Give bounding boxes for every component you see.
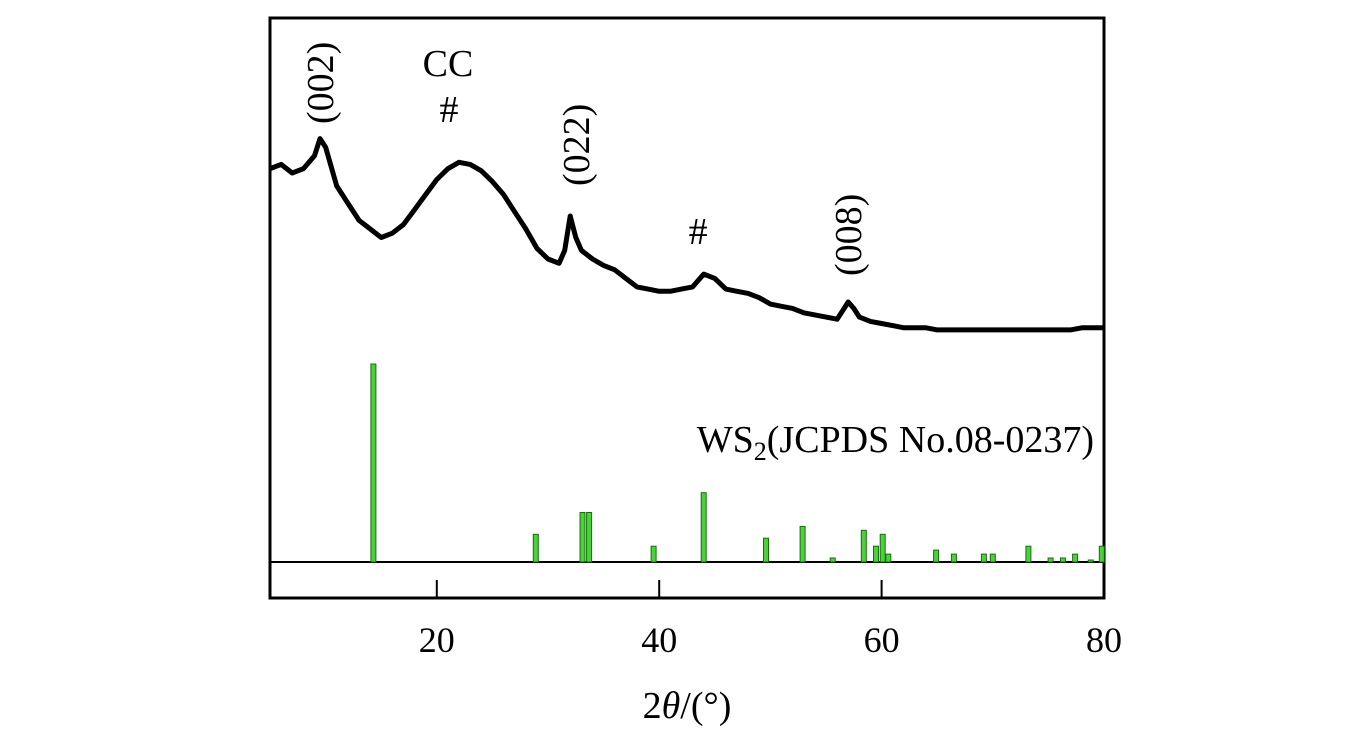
reference-bar: [860, 529, 867, 563]
reference-bar: [873, 545, 879, 563]
reference-label-name: WS: [697, 419, 754, 461]
x-tick-label-60: 60: [864, 620, 900, 660]
x-axis-label: 2θ/(°): [643, 685, 732, 727]
reference-bar: [950, 553, 957, 563]
reference-label: WS2(JCPDS No.08-0237): [697, 419, 1094, 466]
reference-bar: [763, 537, 769, 563]
reference-label-rest: (JCPDS No.08-0237): [767, 419, 1094, 461]
reference-bar: [879, 533, 886, 563]
reference-bar: [1072, 553, 1079, 563]
plot-frame: [268, 16, 1106, 600]
reference-bar: [980, 553, 987, 563]
annotation-3: (022): [556, 104, 598, 186]
reference-bar: [532, 533, 539, 563]
x-tick-label-80: 80: [1086, 620, 1122, 660]
reference-label-subscript: 2: [754, 437, 767, 466]
reference-bar: [829, 557, 836, 563]
annotation-5: (008): [828, 194, 870, 276]
reference-bar: [1025, 545, 1032, 563]
reference-bar: [1087, 559, 1094, 563]
reference-bar: [1098, 545, 1105, 563]
reference-bar: [1059, 557, 1066, 563]
reference-bar: [579, 512, 586, 563]
x-tick-label-20: 20: [419, 620, 455, 660]
reference-bar: [933, 549, 940, 563]
reference-bars: [370, 363, 1105, 563]
reference-bar: [885, 553, 892, 563]
reference-bar: [700, 492, 707, 563]
annotation-1: CC: [423, 43, 474, 85]
reference-bar: [799, 525, 806, 563]
reference-bar: [370, 363, 377, 563]
annotation-2: #: [440, 89, 459, 131]
reference-bar: [650, 545, 657, 563]
reference-bar: [1047, 557, 1054, 563]
series-line-xrd-pattern: [269, 136, 1104, 333]
x-axis-label-prefix: 2: [643, 685, 662, 727]
x-tick-label-40: 40: [641, 620, 677, 660]
reference-bar: [586, 512, 593, 563]
reference-bar: [989, 553, 996, 563]
x-axis-label-theta: θ: [662, 685, 681, 727]
annotation-0: (002): [300, 42, 342, 124]
peak-annotations: (002) CC# (022)# (008): [300, 42, 870, 276]
x-axis-ticks: [435, 580, 1105, 598]
annotation-4: #: [689, 211, 708, 253]
x-axis-tick-labels: 20 40 60 80: [419, 620, 1122, 660]
x-axis-label-suffix: /(°): [680, 685, 731, 727]
